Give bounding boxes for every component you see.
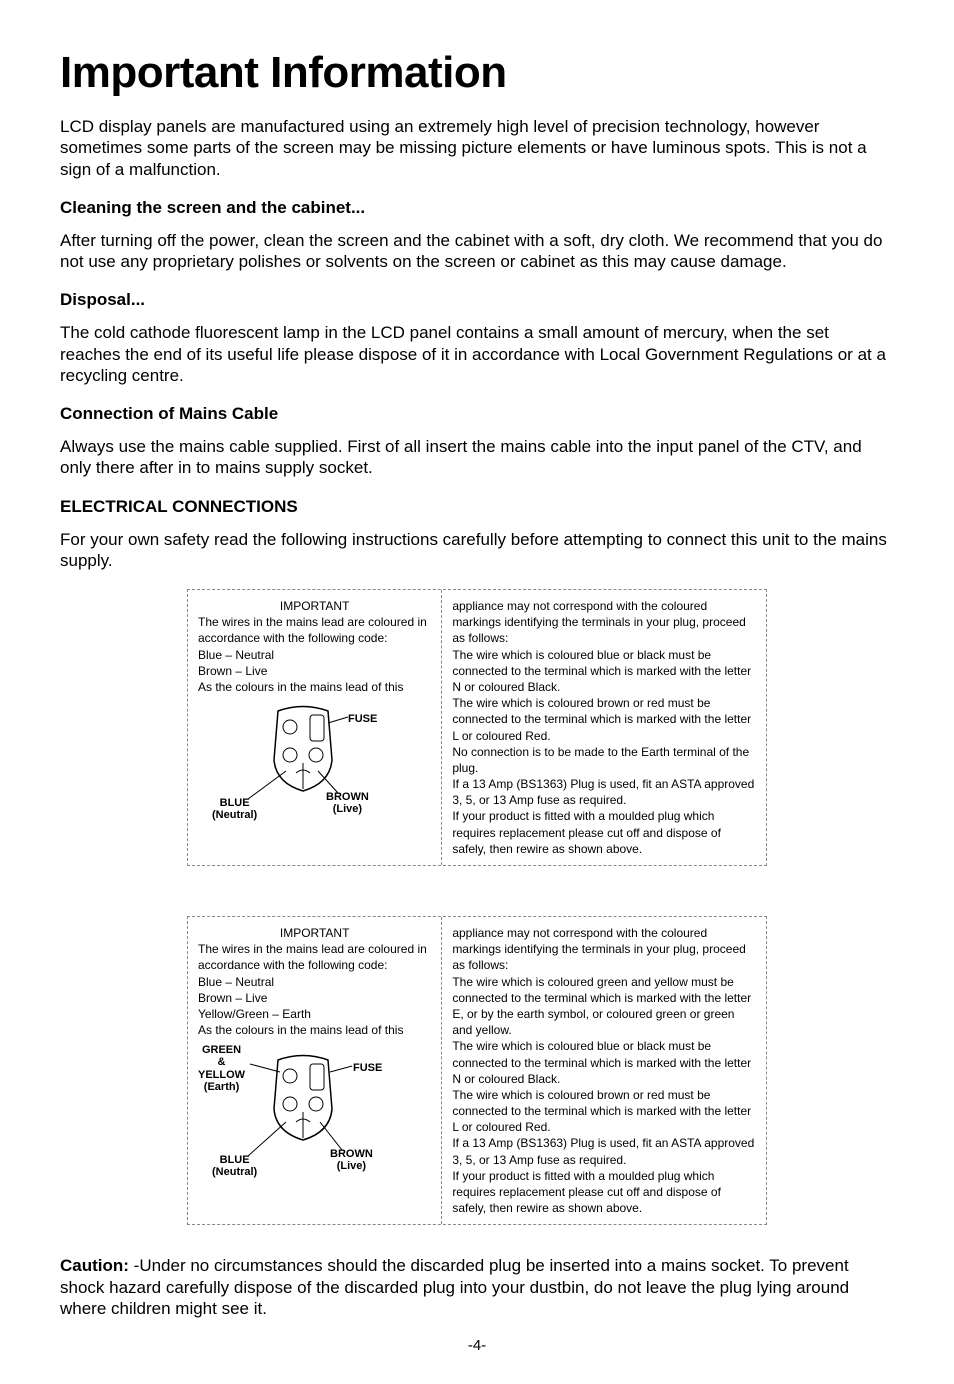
plug-diagram-3wire: FUSE GREEN & YELLOW (Earth) BROWN (Live)… bbox=[198, 1044, 388, 1184]
electrical-heading: ELECTRICAL CONNECTIONS bbox=[60, 497, 894, 517]
diagram-lines-icon-2 bbox=[198, 1044, 398, 1189]
caution-paragraph: Caution: -Under no circumstances should … bbox=[60, 1255, 894, 1319]
connection-body: Always use the mains cable supplied. Fir… bbox=[60, 436, 894, 479]
page-title: Important Information bbox=[60, 48, 894, 98]
plug-diagram-2wire: FUSE BROWN (Live) BLUE (Neutral) bbox=[198, 701, 388, 821]
connection-heading: Connection of Mains Cable bbox=[60, 404, 894, 424]
wiring-box-3wire-right: appliance may not correspond with the co… bbox=[442, 917, 766, 1224]
caution-label: Caution: bbox=[60, 1256, 129, 1275]
cleaning-heading: Cleaning the screen and the cabinet... bbox=[60, 198, 894, 218]
important-label-2: IMPORTANT bbox=[198, 925, 431, 941]
info-boxes-container: IMPORTANT The wires in the mains lead ar… bbox=[60, 589, 894, 1225]
cleaning-body: After turning off the power, clean the s… bbox=[60, 230, 894, 273]
wiring-codes-1: The wires in the mains lead are coloured… bbox=[198, 614, 431, 695]
wiring-box-2wire: IMPORTANT The wires in the mains lead ar… bbox=[187, 589, 767, 866]
wiring-box-2wire-right: appliance may not correspond with the co… bbox=[442, 590, 766, 865]
page-number: -4- bbox=[60, 1337, 894, 1354]
electrical-body: For your own safety read the following i… bbox=[60, 529, 894, 572]
wiring-codes-2: The wires in the mains lead are coloured… bbox=[198, 941, 431, 1038]
wiring-box-3wire-left: IMPORTANT The wires in the mains lead ar… bbox=[188, 917, 442, 1224]
caution-text: -Under no circumstances should the disca… bbox=[60, 1256, 849, 1318]
diagram-lines-icon bbox=[198, 701, 388, 831]
wiring-box-2wire-left: IMPORTANT The wires in the mains lead ar… bbox=[188, 590, 442, 865]
wiring-box-3wire: IMPORTANT The wires in the mains lead ar… bbox=[187, 916, 767, 1225]
disposal-heading: Disposal... bbox=[60, 290, 894, 310]
important-label-1: IMPORTANT bbox=[198, 598, 431, 614]
disposal-body: The cold cathode fluorescent lamp in the… bbox=[60, 322, 894, 386]
intro-paragraph: LCD display panels are manufactured usin… bbox=[60, 116, 894, 180]
